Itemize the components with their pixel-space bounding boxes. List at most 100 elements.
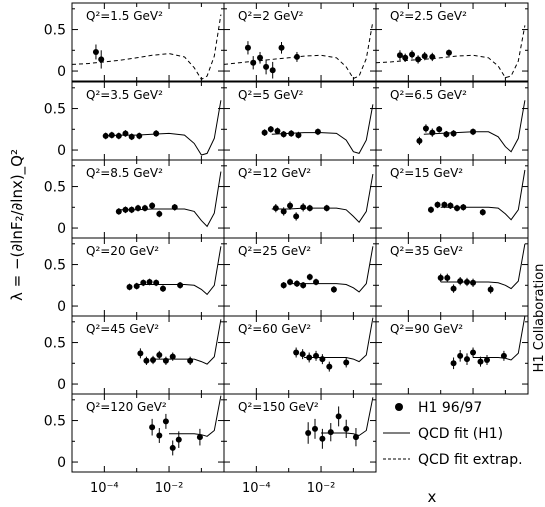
panel-q2-label: Q²=6.5 GeV² bbox=[390, 88, 467, 102]
panel: Q²=35 GeV² bbox=[375, 237, 529, 317]
panel: Q²=5 GeV² bbox=[223, 81, 377, 161]
data-point bbox=[137, 350, 144, 357]
data-point bbox=[343, 425, 350, 432]
data-point bbox=[409, 51, 416, 58]
data-point bbox=[135, 205, 142, 212]
qcd-fit-curve bbox=[288, 246, 374, 293]
qcd-fit-curve bbox=[104, 100, 222, 156]
data-point bbox=[463, 356, 470, 363]
y-tick-label: 0.5 bbox=[44, 258, 66, 274]
data-point bbox=[146, 278, 153, 285]
data-point bbox=[343, 359, 350, 366]
data-point bbox=[136, 132, 143, 139]
data-point bbox=[280, 131, 287, 138]
panel: Q²=15 GeV² bbox=[375, 159, 529, 239]
panel-q2-label: Q²=5 GeV² bbox=[238, 88, 304, 102]
data-point bbox=[169, 353, 176, 360]
data-point bbox=[314, 128, 321, 135]
panel: 10⁻⁴ 10⁻² Q²=150 GeV² bbox=[223, 393, 377, 496]
panel-q2-label: Q²=15 GeV² bbox=[390, 166, 463, 180]
legend: H1 96/97 QCD fit (H1) QCD fit extrap. bbox=[383, 400, 523, 468]
panel-q2-label: Q²=1.5 GeV² bbox=[86, 9, 163, 23]
data-point bbox=[396, 52, 403, 59]
panel: 0 0.5 Q²=8.5 GeV² bbox=[44, 159, 225, 239]
data-point bbox=[153, 279, 160, 286]
data-point bbox=[443, 131, 450, 138]
data-point bbox=[126, 283, 133, 290]
panels-layer: 0 0.5 Q²=1.5 GeV² Q²=2 GeV² Q²=2.5 GeV² 0 0.5 Q… bbox=[44, 2, 529, 496]
data-point bbox=[470, 349, 477, 356]
qcd-fit-curve bbox=[152, 319, 222, 365]
panel-frame bbox=[375, 2, 529, 82]
data-point bbox=[98, 56, 105, 63]
data-point bbox=[483, 356, 490, 363]
x-tick-label: 10⁻⁴ bbox=[90, 481, 119, 496]
data-point bbox=[115, 208, 122, 215]
data-point bbox=[133, 283, 140, 290]
panel: Q²=6.5 GeV² bbox=[375, 81, 529, 161]
data-point bbox=[427, 206, 434, 213]
data-point bbox=[128, 206, 135, 213]
data-point bbox=[175, 436, 182, 443]
y-tick-label: 0 bbox=[57, 299, 66, 315]
data-point bbox=[140, 279, 147, 286]
data-point bbox=[274, 127, 281, 134]
y-axis-label: λ = −(∂lnF₂/∂lnx)_Q² bbox=[8, 149, 27, 301]
data-point bbox=[477, 358, 484, 365]
panel: 0 0.5 Q²=3.5 GeV² bbox=[44, 81, 225, 161]
data-point bbox=[306, 205, 313, 212]
data-point bbox=[149, 202, 156, 209]
data-point bbox=[293, 213, 300, 220]
panel: Q²=2.5 GeV² bbox=[375, 2, 529, 82]
data-point bbox=[102, 132, 109, 139]
data-point bbox=[319, 435, 326, 442]
data-point bbox=[313, 352, 320, 359]
panel: Q²=60 GeV² bbox=[223, 315, 377, 395]
data-point bbox=[429, 53, 436, 60]
panel: Q²=25 GeV² bbox=[223, 237, 377, 317]
qcd-fit-extrapolation-curve bbox=[71, 14, 222, 80]
data-point bbox=[293, 53, 300, 60]
qcd-fit-curve bbox=[271, 174, 374, 223]
qcd-fit-curve bbox=[473, 315, 526, 361]
data-point bbox=[162, 357, 169, 364]
data-point bbox=[422, 125, 429, 132]
data-point bbox=[313, 278, 320, 285]
data-point bbox=[470, 128, 477, 135]
data-point bbox=[463, 278, 470, 285]
panel-q2-label: Q²=8.5 GeV² bbox=[86, 166, 163, 180]
y-tick-label: 0 bbox=[57, 143, 66, 159]
x-tick-label: 10⁻⁴ bbox=[242, 481, 271, 496]
data-point bbox=[445, 49, 452, 56]
y-tick-label: 0.5 bbox=[44, 414, 66, 430]
legend-marker-icon bbox=[395, 403, 403, 411]
x-axis-label: x bbox=[428, 488, 437, 506]
data-point bbox=[267, 126, 274, 133]
data-point bbox=[434, 201, 441, 208]
data-point bbox=[306, 354, 313, 361]
data-point bbox=[319, 356, 326, 363]
data-point bbox=[156, 210, 163, 217]
y-tick-label: 0.5 bbox=[44, 102, 66, 118]
data-point bbox=[287, 278, 294, 285]
data-point bbox=[429, 129, 436, 136]
panel: 0 0.5 Q²=45 GeV² bbox=[44, 315, 225, 395]
panel: 0 0.5 Q²=20 GeV² bbox=[44, 237, 225, 317]
y-tick-label: 0 bbox=[57, 377, 66, 393]
panel-q2-label: Q²=90 GeV² bbox=[390, 322, 463, 336]
data-point bbox=[196, 434, 203, 441]
data-point bbox=[261, 129, 268, 136]
data-point bbox=[263, 63, 270, 70]
panel-frame bbox=[375, 315, 529, 395]
data-point bbox=[280, 208, 287, 215]
panel-q2-label: Q²=25 GeV² bbox=[238, 244, 311, 258]
data-point bbox=[143, 357, 150, 364]
panel-q2-label: Q²=120 GeV² bbox=[86, 400, 167, 414]
data-point bbox=[171, 204, 178, 211]
panel-q2-label: Q²=45 GeV² bbox=[86, 322, 159, 336]
data-point bbox=[280, 282, 287, 289]
data-point bbox=[300, 204, 307, 211]
data-point bbox=[450, 360, 457, 367]
y-tick-label: 0.5 bbox=[44, 23, 66, 39]
